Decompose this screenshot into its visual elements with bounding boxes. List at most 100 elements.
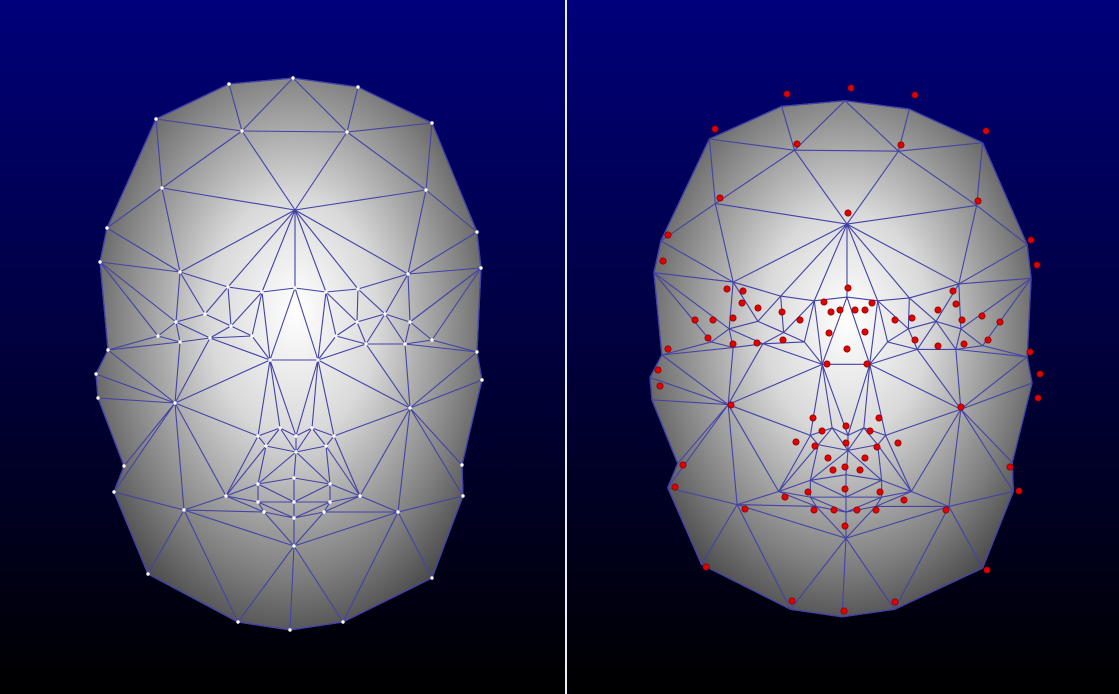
feature-point: [783, 90, 791, 98]
mesh-edge: [409, 267, 482, 323]
mesh-edge: [803, 300, 815, 343]
mesh-edge: [404, 343, 411, 409]
mesh-vertex: [292, 544, 296, 548]
mesh-edge: [257, 451, 297, 485]
mesh-edge: [384, 313, 411, 323]
mesh-vertex: [355, 320, 359, 324]
mesh-edge: [809, 444, 819, 481]
mesh-edge: [251, 335, 271, 361]
mesh-edge: [407, 231, 478, 275]
mesh-edge: [174, 337, 211, 404]
mesh-edge: [257, 427, 281, 437]
feature-point: [702, 563, 710, 571]
feature-point: [861, 454, 869, 462]
feature-point: [827, 308, 835, 316]
feature-point: [911, 91, 919, 99]
feature-point: [1036, 370, 1044, 378]
mesh-vertex: [424, 188, 428, 192]
mesh-edge: [727, 404, 738, 505]
mesh-edge: [847, 427, 865, 436]
mesh-edge: [325, 291, 358, 323]
mesh-edge: [948, 490, 1014, 508]
mesh-edge: [356, 313, 386, 323]
mesh-edge: [794, 149, 848, 225]
mesh-edge: [846, 150, 899, 225]
mesh-edge: [476, 267, 482, 353]
feature-point: [1033, 261, 1041, 269]
mesh-edge: [845, 537, 895, 610]
feature-point: [723, 285, 731, 293]
feature-point: [876, 488, 884, 496]
feature-point: [741, 505, 749, 513]
mesh-edge: [794, 149, 899, 152]
mesh-edge: [225, 483, 259, 497]
mesh-edge: [960, 382, 1033, 410]
mesh-edge: [157, 335, 181, 343]
mesh-edge: [99, 261, 181, 273]
feature-point: [679, 461, 687, 469]
feature-point: [843, 345, 851, 353]
mesh-edge: [409, 321, 433, 341]
mesh-edge: [147, 573, 239, 623]
mesh-edge: [649, 377, 653, 400]
feature-point: [853, 506, 861, 514]
mesh-edge: [204, 286, 229, 315]
mesh-vertex: [328, 482, 332, 486]
mesh-vertex: [293, 286, 297, 290]
feature-point: [942, 506, 950, 514]
mesh-edge: [958, 205, 978, 285]
mesh-edge: [846, 296, 871, 365]
mesh-edge: [778, 479, 811, 493]
mesh-edge: [99, 227, 108, 263]
mesh-edge: [257, 359, 271, 437]
mesh-edge: [409, 407, 463, 466]
mesh-edge: [292, 77, 348, 133]
mesh-edge: [960, 408, 1014, 492]
mesh-edge: [329, 483, 361, 497]
feature-point: [863, 360, 871, 368]
mesh-edge: [147, 509, 185, 575]
feature-point: [709, 316, 717, 324]
feature-point: [829, 466, 837, 474]
mesh-edge: [909, 108, 983, 144]
mesh-edge: [885, 408, 962, 436]
mesh-edge: [113, 491, 149, 575]
feature-point: [754, 304, 762, 312]
mesh-edge: [409, 351, 478, 409]
feature-point: [842, 439, 850, 447]
mesh-edge: [780, 295, 815, 302]
mesh-edge: [778, 444, 819, 492]
feature-point: [671, 483, 679, 491]
mesh-edge: [701, 563, 791, 610]
mesh-edge: [649, 354, 663, 378]
mesh-edge: [847, 364, 871, 436]
feature-point: [704, 334, 712, 342]
mesh-edge: [714, 203, 734, 283]
feature-point: [818, 427, 826, 435]
mesh-vertex: [408, 406, 412, 410]
mesh-vertex: [291, 76, 295, 80]
mesh-vertex: [316, 358, 320, 362]
mesh-edge: [335, 335, 367, 345]
mesh-edge: [845, 505, 876, 513]
mesh-edge: [898, 150, 977, 206]
mesh-edge: [841, 538, 847, 617]
mesh-vertex: [406, 272, 410, 276]
mesh-vertex: [356, 287, 360, 291]
mesh-edge: [809, 364, 823, 436]
feature-point: [856, 466, 864, 474]
mesh-edge: [293, 501, 331, 519]
mesh-edge: [732, 281, 759, 322]
mesh-edge: [294, 209, 327, 293]
mesh-edge: [269, 359, 297, 437]
mesh-edge: [174, 402, 185, 511]
mesh-edge: [898, 142, 983, 152]
mesh-edge: [778, 435, 811, 492]
mesh-edge: [293, 511, 399, 547]
mesh-edge: [814, 296, 848, 302]
feature-point: [891, 598, 899, 606]
mesh-vertex: [430, 576, 434, 580]
mesh-edge: [295, 451, 331, 485]
mesh-edge: [384, 273, 409, 315]
mesh-vertex: [403, 342, 407, 346]
